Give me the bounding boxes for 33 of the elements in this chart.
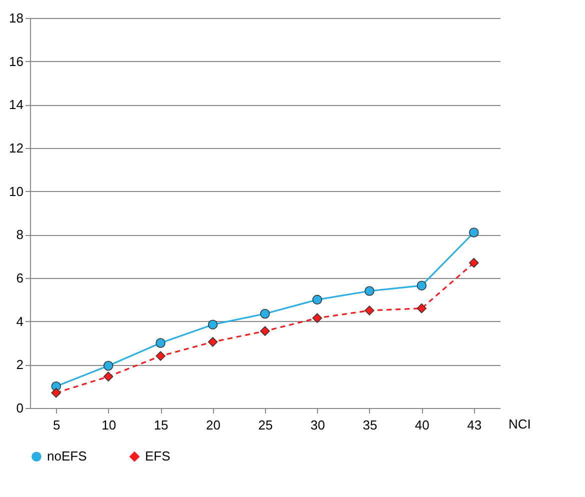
- point: [312, 294, 322, 305]
- y-tick-label: 6: [16, 270, 24, 286]
- point: [469, 258, 479, 268]
- legend-label: noEFS: [47, 448, 88, 464]
- y-tick-label: 4: [16, 314, 24, 329]
- point: [103, 372, 114, 382]
- x-tick-label: 43: [467, 418, 482, 432]
- x-tick-label: 20: [206, 418, 221, 432]
- point: [416, 303, 427, 314]
- point: [208, 337, 218, 347]
- point: [416, 280, 427, 290]
- point: [208, 320, 218, 330]
- y-tick-label: 2: [16, 357, 24, 372]
- y-tick-label: 8: [16, 227, 24, 242]
- x-tick-label: 15: [154, 418, 168, 432]
- x-tick-label: 5: [52, 418, 60, 432]
- y-tick-label: 18: [9, 10, 24, 26]
- point: [51, 388, 61, 398]
- x-tick-label: 10: [102, 418, 116, 432]
- x-tick-label: 40: [414, 418, 430, 432]
- legend-label: EFS: [145, 448, 171, 464]
- y-tick-label: 14: [9, 97, 24, 112]
- point: [312, 313, 322, 323]
- y-tick-label: 16: [9, 54, 24, 69]
- x-axis-title: NCI: [508, 416, 531, 432]
- y-tick-label: 12: [9, 140, 24, 156]
- y-tick-label: 0: [16, 400, 24, 416]
- x-tick-label: 30: [310, 418, 325, 432]
- point: [103, 360, 114, 371]
- y-tick-label: 10: [9, 184, 24, 199]
- x-tick-label: 35: [362, 418, 378, 432]
- x-tick-label: 25: [258, 418, 273, 432]
- point: [260, 308, 270, 319]
